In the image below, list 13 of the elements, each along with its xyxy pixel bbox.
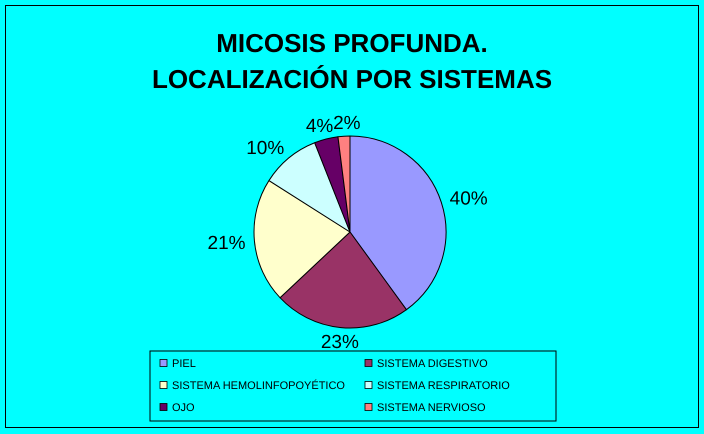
data-label: 21% <box>208 233 246 254</box>
legend-label: SISTEMA NERVIOSO <box>377 402 486 414</box>
chart-title: MICOSIS PROFUNDA. LOCALIZACIÓN POR SISTEMAS <box>152 28 552 94</box>
legend-label: OJO <box>172 402 196 414</box>
legend-label: PIEL <box>172 358 196 370</box>
data-label: 40% <box>450 188 488 210</box>
data-label: 10% <box>246 138 284 159</box>
legend-label: SISTEMA DIGESTIVO <box>377 358 488 370</box>
data-label: 4% <box>306 116 334 138</box>
data-label: 2% <box>333 112 361 134</box>
data-label: 23% <box>320 332 359 354</box>
legend-label: SISTEMA RESPIRATORIO <box>377 380 510 392</box>
legend-label: SISTEMA HEMOLINFOPOYÉTICO <box>172 378 346 392</box>
